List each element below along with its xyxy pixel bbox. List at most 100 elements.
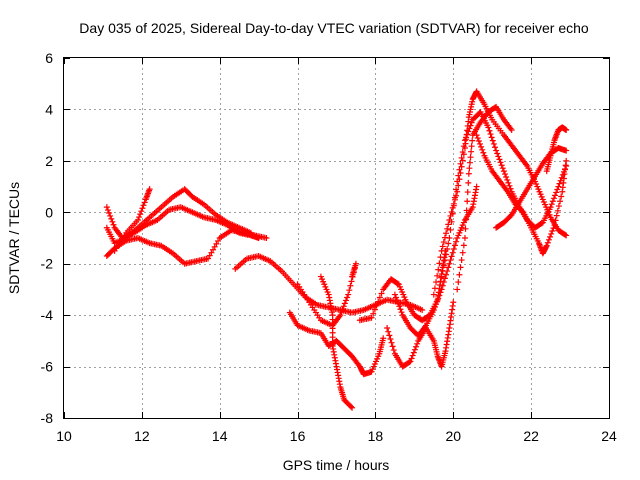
data-point-marker xyxy=(468,119,475,126)
y-tick-label: -4 xyxy=(41,307,54,323)
data-point-marker xyxy=(450,202,457,209)
data-point-marker xyxy=(443,251,450,258)
data-point-marker xyxy=(444,225,451,232)
series-track-17 xyxy=(543,124,570,175)
data-point-marker xyxy=(433,301,440,308)
data-point-marker xyxy=(552,217,559,224)
data-point-marker xyxy=(458,154,465,161)
data-point-marker xyxy=(263,235,270,241)
data-point-marker xyxy=(395,300,402,307)
data-point-marker xyxy=(371,306,378,313)
data-point-marker xyxy=(456,166,463,173)
data-point-marker xyxy=(474,135,481,142)
data-point-marker xyxy=(103,204,110,211)
data-point-marker xyxy=(550,195,557,202)
data-point-marker xyxy=(548,201,555,208)
data-point-marker xyxy=(549,228,556,235)
data-point-marker xyxy=(450,246,457,253)
data-point-marker xyxy=(457,160,464,167)
data-point-marker xyxy=(411,346,418,353)
data-point-marker xyxy=(462,225,469,232)
y-tick-label: 6 xyxy=(45,50,53,66)
data-point-marker xyxy=(141,199,148,206)
data-point-marker xyxy=(475,138,482,145)
x-tick-label: 24 xyxy=(601,428,617,444)
data-point-marker xyxy=(493,147,500,154)
data-point-marker xyxy=(519,208,526,215)
data-point-marker xyxy=(476,140,483,147)
data-point-marker xyxy=(419,307,426,313)
data-point-marker xyxy=(449,210,456,217)
data-point-marker xyxy=(437,289,444,296)
data-point-marker xyxy=(505,179,512,186)
series-track-14 xyxy=(454,103,515,293)
data-point-marker xyxy=(467,154,474,161)
data-point-marker xyxy=(554,207,561,214)
data-point-marker xyxy=(502,171,509,178)
data-point-marker xyxy=(373,302,380,309)
data-point-marker xyxy=(431,285,438,292)
data-point-marker xyxy=(338,309,345,316)
data-point-marker xyxy=(447,226,454,233)
data-point-marker xyxy=(552,192,559,199)
data-point-marker xyxy=(344,294,351,301)
data-point-marker xyxy=(443,271,450,278)
data-point-marker xyxy=(507,185,514,192)
data-point-marker xyxy=(435,266,442,273)
data-point-marker xyxy=(460,143,467,150)
data-point-marker xyxy=(340,303,347,310)
data-point-marker xyxy=(407,358,414,365)
series-track-12 xyxy=(430,88,570,298)
data-point-marker xyxy=(460,242,467,249)
data-point-marker xyxy=(413,343,420,350)
data-point-marker xyxy=(339,306,346,313)
series-track-11 xyxy=(391,183,480,339)
data-point-marker xyxy=(445,264,452,271)
data-point-marker xyxy=(438,247,445,254)
data-point-marker xyxy=(337,312,344,319)
y-tick-label: 2 xyxy=(45,153,53,169)
data-point-marker xyxy=(553,212,560,219)
data-point-marker xyxy=(378,290,385,297)
data-point-marker xyxy=(387,336,394,343)
data-point-marker xyxy=(138,208,145,215)
y-tick-label: 0 xyxy=(45,204,53,220)
data-point-marker xyxy=(386,332,393,339)
data-point-marker xyxy=(555,183,562,190)
data-point-marker xyxy=(414,340,421,347)
data-point-marker xyxy=(563,127,570,133)
data-point-marker xyxy=(430,291,437,298)
data-point-marker xyxy=(455,279,462,286)
data-point-marker xyxy=(341,300,348,307)
data-point-marker xyxy=(380,335,387,342)
data-point-marker xyxy=(389,343,396,350)
data-point-marker xyxy=(445,221,452,228)
data-point-marker xyxy=(347,282,354,289)
data-point-marker xyxy=(551,222,558,229)
data-point-marker xyxy=(450,299,457,306)
data-point-marker xyxy=(146,186,153,193)
data-point-marker xyxy=(440,279,447,286)
data-point-marker xyxy=(440,262,447,269)
data-point-marker xyxy=(466,165,473,172)
series-track-7 xyxy=(317,273,356,411)
data-point-marker xyxy=(494,150,501,157)
data-point-marker xyxy=(437,254,444,261)
data-point-marker xyxy=(109,218,116,225)
data-point-marker xyxy=(347,403,354,410)
data-point-marker xyxy=(556,180,563,187)
y-axis-label: SDTVAR / TECUs xyxy=(6,182,22,294)
data-point-marker xyxy=(435,295,442,302)
x-axis-label: GPS time / hours xyxy=(283,457,390,473)
data-point-marker xyxy=(500,168,507,175)
data-point-marker xyxy=(438,273,445,280)
data-point-marker xyxy=(468,143,475,150)
data-point-marker xyxy=(441,275,448,282)
data-point-marker xyxy=(498,162,505,169)
data-point-marker xyxy=(438,286,445,293)
data-point-marker xyxy=(487,131,494,138)
data-point-marker xyxy=(486,127,493,134)
data-point-marker xyxy=(473,183,480,190)
data-point-marker xyxy=(468,148,475,155)
data-point-marker xyxy=(488,134,495,141)
